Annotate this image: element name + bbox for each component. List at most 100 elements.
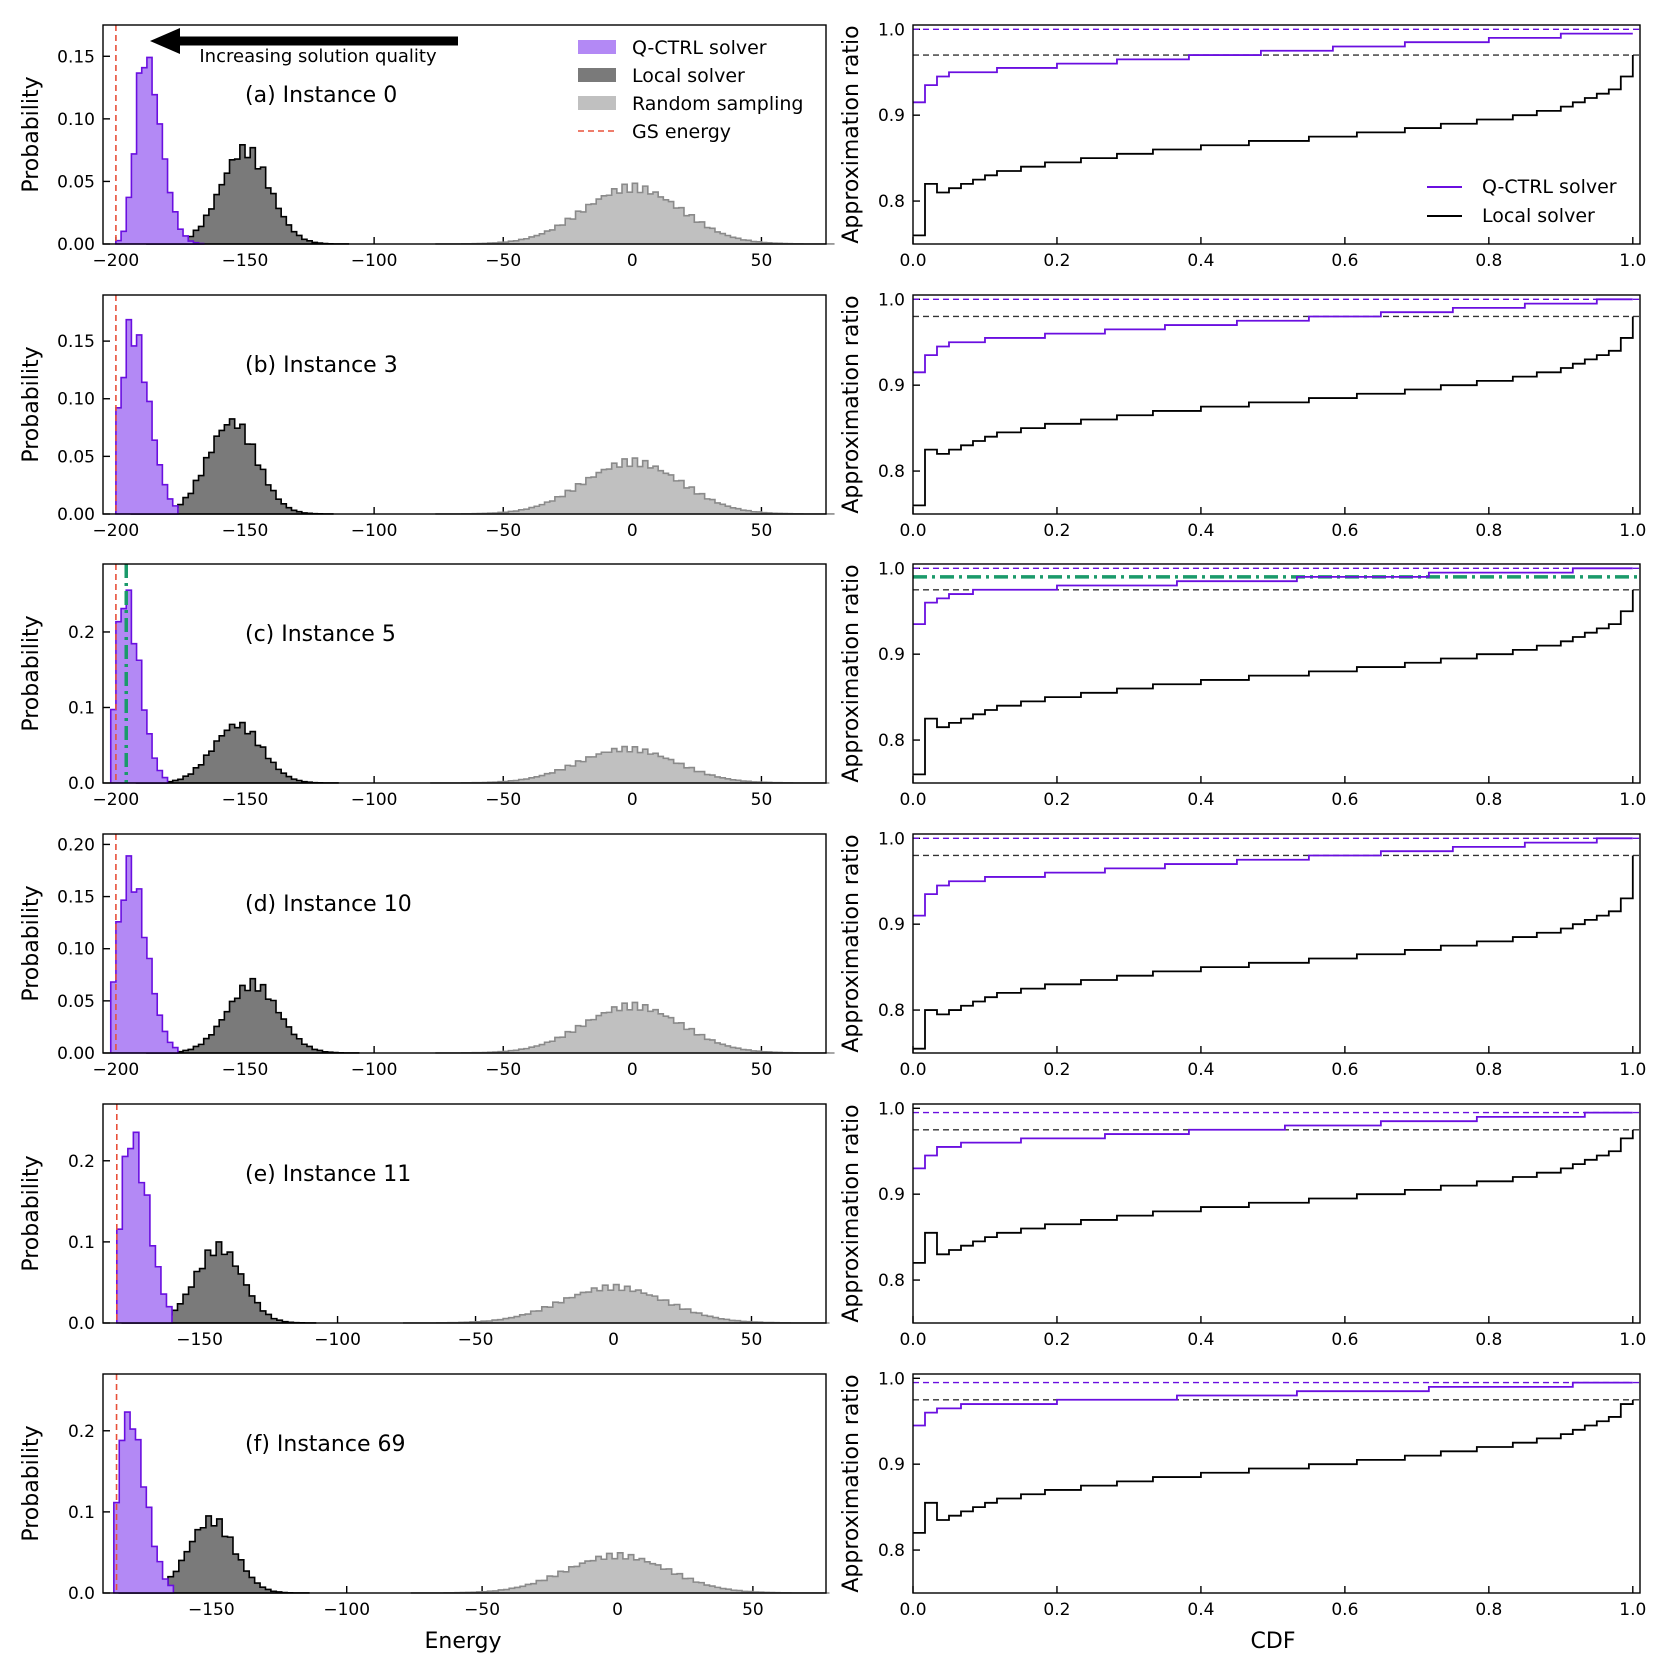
cdf-frame bbox=[912, 1103, 1641, 1324]
cdf-frame bbox=[912, 294, 1641, 515]
cdf-y-tick-label: 1.0 bbox=[878, 20, 905, 40]
qctrl-solver-histogram bbox=[109, 855, 179, 1054]
arrow-label: Increasing solution quality bbox=[199, 46, 437, 67]
histogram-x-tick-label: 50 bbox=[751, 790, 773, 810]
qctrl-solver-histogram bbox=[115, 318, 179, 515]
cdf-y-tick-label: 0.9 bbox=[878, 376, 905, 396]
histogram-y-tick-label: 0.00 bbox=[57, 505, 95, 525]
cdf-y-tick-label: 0.8 bbox=[878, 192, 905, 212]
histogram-x-tick-label: 50 bbox=[751, 251, 773, 271]
cdf-x-tick-label: 0.4 bbox=[1187, 790, 1214, 810]
histogram-legend: Q-CTRL solver Local solver Random sampling… bbox=[578, 37, 803, 143]
histogram-panel-4: −200 −150 −100 −50 0 50 0.00 0.05 0.10 0.15 0.20 (d… bbox=[19, 833, 835, 1080]
legend-label: Q-CTRL solver bbox=[1482, 176, 1617, 198]
histogram-y-tick-label: 0.0 bbox=[68, 774, 95, 794]
histogram-x-tick-label: 0 bbox=[627, 1060, 638, 1080]
histogram-x-tick-label: 50 bbox=[751, 521, 773, 541]
left-x-axis-label: Energy bbox=[424, 1629, 501, 1654]
approximation-ratio-axis-label: Approximation ratio bbox=[839, 564, 864, 782]
histogram-y-tick-label: 0.10 bbox=[57, 940, 95, 960]
cdf-frame bbox=[912, 24, 1641, 245]
cdf-x-tick-label: 1.0 bbox=[1619, 1060, 1646, 1080]
cdf-x-tick-label: 0.4 bbox=[1187, 1330, 1214, 1350]
local-solver-histogram bbox=[135, 721, 339, 784]
cdf-x-tick-label: 0.2 bbox=[1043, 251, 1070, 271]
cdf-x-tick-label: 0.6 bbox=[1331, 1600, 1358, 1620]
cdf-y-tick-label: 1.0 bbox=[878, 290, 905, 310]
histogram-frame bbox=[102, 1373, 827, 1594]
histogram-x-tick-label: −150 bbox=[222, 521, 269, 541]
histogram-y-tick-label: 0.15 bbox=[57, 888, 95, 908]
cdf-y-tick-label: 1.0 bbox=[878, 1099, 905, 1119]
cdf-y-tick-label: 0.8 bbox=[878, 1271, 905, 1291]
cdf-legend: Q-CTRL solver Local solver bbox=[1427, 176, 1617, 227]
histogram-frame bbox=[102, 24, 827, 245]
histogram-x-tick-label: −50 bbox=[485, 790, 521, 810]
cdf-x-tick-label: 0.8 bbox=[1475, 1330, 1502, 1350]
cdf-y-tick-label: 0.9 bbox=[878, 1455, 905, 1475]
histogram-y-tick-label: 0.05 bbox=[57, 992, 95, 1012]
cdf-x-tick-label: 0.0 bbox=[899, 1330, 926, 1350]
histogram-x-tick-label: 0 bbox=[608, 1330, 619, 1350]
probability-axis-label: Probability bbox=[19, 615, 44, 731]
histogram-panel-1: −200 −150 −100 −50 0 50 0.00 0.05 0.10 0.15 (a) In… bbox=[19, 24, 835, 271]
cdf-y-tick-label: 0.8 bbox=[878, 462, 905, 482]
histogram-y-tick-label: 0.1 bbox=[68, 1503, 95, 1523]
legend-label: GS energy bbox=[632, 121, 731, 143]
random-sampling-histogram bbox=[435, 1001, 835, 1054]
cdf-y-tick-label: 1.0 bbox=[878, 559, 905, 579]
cdf-y-tick-label: 1.0 bbox=[878, 829, 905, 849]
cdf-x-tick-label: 0.0 bbox=[899, 1060, 926, 1080]
histogram-frame bbox=[102, 1103, 827, 1324]
legend-label: Q-CTRL solver bbox=[632, 37, 767, 59]
histogram-x-tick-label: −100 bbox=[351, 1060, 398, 1080]
qctrl-solver-histogram bbox=[115, 1131, 173, 1324]
cdf-frame bbox=[912, 833, 1641, 1054]
histogram-y-tick-label: 0.20 bbox=[57, 835, 95, 855]
histogram-x-tick-label: −50 bbox=[458, 1330, 494, 1350]
quality-arrow: Increasing solution quality bbox=[150, 28, 458, 67]
histogram-y-tick-label: 0.2 bbox=[68, 1152, 95, 1172]
histogram-x-tick-label: 0 bbox=[612, 1600, 623, 1620]
qctrl-solver-cdf-curve bbox=[913, 837, 1633, 917]
histogram-x-tick-label: −50 bbox=[485, 1060, 521, 1080]
histogram-panel-3: −200 −150 −100 −50 0 50 0.0 0.1 0.2 (c) Instance … bbox=[19, 563, 830, 810]
qctrl-solver-cdf-curve bbox=[913, 1381, 1633, 1427]
panel-label: (e) Instance 11 bbox=[245, 1162, 411, 1187]
histogram-x-tick-label: −150 bbox=[222, 1060, 269, 1080]
histogram-x-tick-label: −150 bbox=[222, 251, 269, 271]
local-solver-cdf-curve bbox=[913, 1129, 1634, 1264]
legend-swatch bbox=[578, 40, 616, 54]
right-x-axis-label: CDF bbox=[1251, 1629, 1296, 1654]
histogram-x-tick-label: −50 bbox=[485, 521, 521, 541]
panel-label: (d) Instance 10 bbox=[245, 892, 412, 917]
approximation-ratio-axis-label: Approximation ratio bbox=[839, 834, 864, 1052]
histogram-x-tick-label: 50 bbox=[741, 1330, 763, 1350]
cdf-x-tick-label: 1.0 bbox=[1619, 790, 1646, 810]
panel-label: (c) Instance 5 bbox=[245, 622, 396, 647]
histogram-x-tick-label: −150 bbox=[222, 790, 269, 810]
random-sampling-histogram bbox=[435, 457, 835, 515]
cdf-x-tick-label: 0.4 bbox=[1187, 1600, 1214, 1620]
histogram-x-tick-label: 0 bbox=[627, 521, 638, 541]
random-sampling-histogram bbox=[402, 1283, 830, 1324]
cdf-x-tick-label: 0.2 bbox=[1043, 790, 1070, 810]
local-solver-histogram bbox=[146, 977, 360, 1054]
qctrl-solver-histogram bbox=[115, 56, 205, 245]
histogram-x-tick-label: −100 bbox=[314, 1330, 361, 1350]
panels-group: −200 −150 −100 −50 0 500.000.050.100.15(a) In… bbox=[19, 20, 1646, 1620]
arrow-head bbox=[150, 28, 180, 54]
cdf-panel-4: 0.0 0.2 0.4 0.6 0.8 1.0 0.8 0.9 1.0 Approximation… bbox=[839, 829, 1646, 1080]
cdf-x-tick-label: 0.2 bbox=[1043, 1330, 1070, 1350]
histogram-x-tick-label: −200 bbox=[93, 790, 140, 810]
histogram-x-tick-label: −150 bbox=[176, 1330, 223, 1350]
histogram-frame bbox=[102, 294, 827, 515]
histogram-y-tick-label: 0.2 bbox=[68, 623, 95, 643]
cdf-x-tick-label: 0.0 bbox=[899, 790, 926, 810]
local-solver-cdf-curve bbox=[913, 1399, 1634, 1534]
cdf-x-tick-label: 0.8 bbox=[1475, 1600, 1502, 1620]
local-solver-cdf-curve bbox=[913, 589, 1634, 776]
legend-label: Random sampling bbox=[632, 93, 803, 115]
histogram-panel-5: −150 −100 −50 0 50 0.0 0.1 0.2 (e) Instance 11 Pr… bbox=[19, 1103, 830, 1350]
